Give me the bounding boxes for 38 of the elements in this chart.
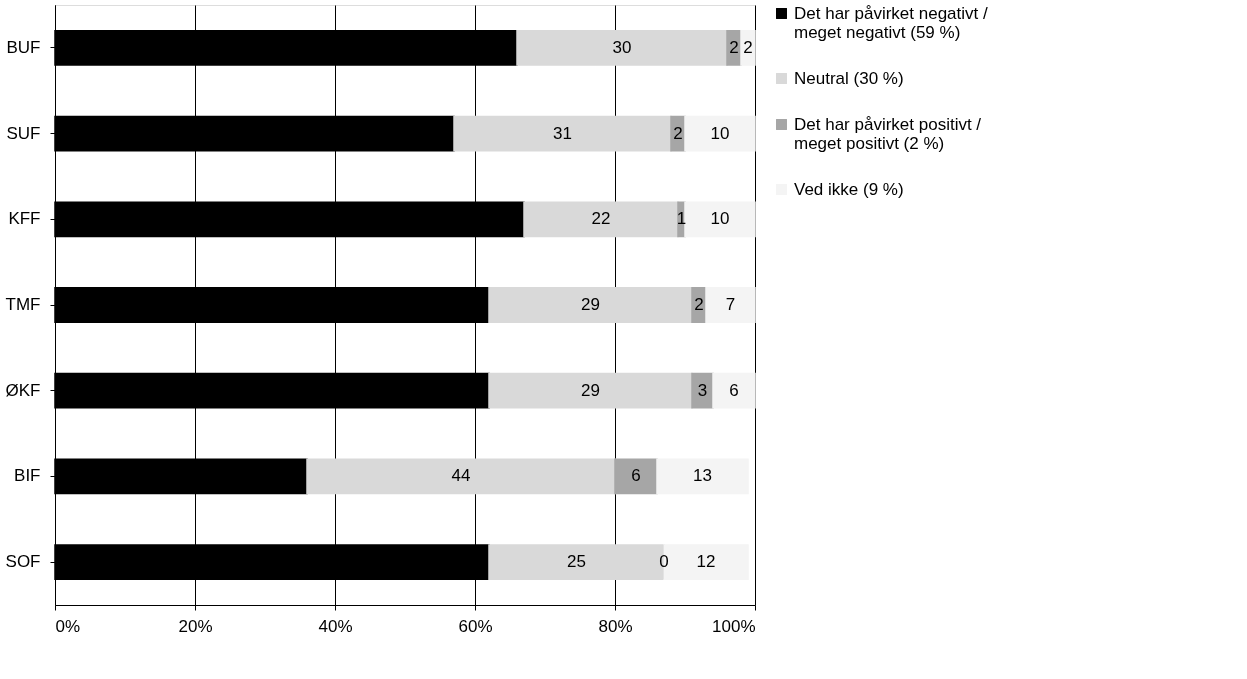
legend-label: Det har påvirket negativt / meget negativt (59 %) xyxy=(794,3,988,42)
data-label: 10 xyxy=(710,209,730,229)
data-label: 10 xyxy=(710,123,730,143)
data-label: 13 xyxy=(693,466,712,486)
x-tick-label: 20% xyxy=(178,616,213,636)
data-label: 29 xyxy=(581,295,600,314)
y-tick-label: TMF xyxy=(5,295,41,314)
data-label: 3 xyxy=(697,380,708,400)
y-tick-label: SUF xyxy=(6,123,41,143)
y-tick-label: BUF xyxy=(6,37,41,57)
x-tick-label: 80% xyxy=(598,616,633,636)
data-label: 2 xyxy=(694,295,704,314)
data-label: 1 xyxy=(676,209,687,229)
data-label: 29 xyxy=(581,380,600,400)
data-label: 22 xyxy=(591,209,611,229)
data-label: 31 xyxy=(553,123,572,143)
data-label: 44 xyxy=(451,466,471,486)
x-tick-label: 100% xyxy=(712,616,756,636)
legend-label: Det har påvirket positivt / meget positivt (2 %) xyxy=(794,114,982,153)
legend-label: Neutral (30 %) xyxy=(794,68,904,88)
data-label: 2 xyxy=(673,123,683,143)
x-tick-label: 0% xyxy=(55,616,81,636)
data-label: 12 xyxy=(696,552,716,572)
data-label: 7 xyxy=(725,295,736,314)
data-label: 2 xyxy=(743,37,753,57)
y-tick-label: BIF xyxy=(14,466,41,486)
y-tick-label: KFF xyxy=(8,209,41,229)
data-label: 0 xyxy=(659,552,669,572)
data-label: 25 xyxy=(567,552,586,572)
x-tick-label: 60% xyxy=(458,616,493,636)
x-tick-label: 40% xyxy=(318,616,353,636)
data-label: 6 xyxy=(631,466,641,486)
y-tick-label: ØKF xyxy=(5,380,41,400)
legend-label: Ved ikke (9 %) xyxy=(794,179,904,199)
data-label: 30 xyxy=(612,37,632,57)
data-label: 2 xyxy=(729,37,739,57)
y-tick-label: SOF xyxy=(5,552,41,572)
data-label: 6 xyxy=(729,380,739,400)
